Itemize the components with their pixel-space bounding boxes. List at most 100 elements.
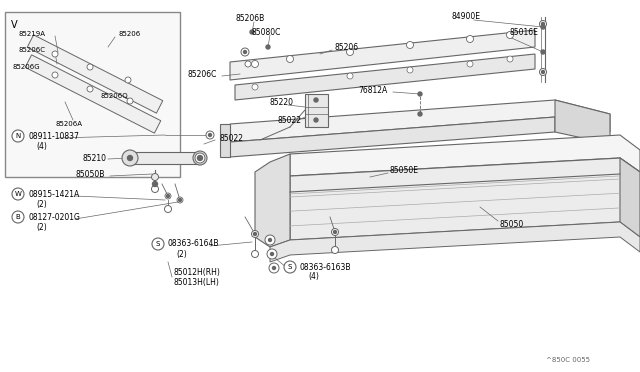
Circle shape xyxy=(540,20,547,28)
Polygon shape xyxy=(290,135,640,176)
Text: 85013H(LH): 85013H(LH) xyxy=(173,278,219,286)
Circle shape xyxy=(209,134,211,137)
Circle shape xyxy=(273,266,275,269)
Polygon shape xyxy=(290,158,640,240)
Text: 85206A: 85206A xyxy=(55,121,82,127)
Text: 08915-1421A: 08915-1421A xyxy=(28,189,79,199)
Text: (2): (2) xyxy=(176,250,187,259)
Circle shape xyxy=(333,231,337,234)
Circle shape xyxy=(332,247,339,253)
Circle shape xyxy=(253,232,257,235)
Circle shape xyxy=(12,188,24,200)
Circle shape xyxy=(87,86,93,92)
Polygon shape xyxy=(130,152,200,164)
Circle shape xyxy=(179,199,182,202)
Circle shape xyxy=(314,98,318,102)
Text: 85210: 85210 xyxy=(82,154,106,163)
Circle shape xyxy=(125,77,131,83)
Bar xyxy=(5,12,180,177)
Text: 85219A: 85219A xyxy=(18,31,45,37)
Circle shape xyxy=(418,92,422,96)
Circle shape xyxy=(12,130,24,142)
Circle shape xyxy=(314,118,318,122)
Text: 85050: 85050 xyxy=(500,219,524,228)
Circle shape xyxy=(252,231,259,237)
Circle shape xyxy=(243,51,246,54)
Circle shape xyxy=(406,42,413,48)
Circle shape xyxy=(152,186,159,192)
Circle shape xyxy=(52,72,58,78)
Polygon shape xyxy=(620,158,640,237)
Circle shape xyxy=(287,55,294,62)
Text: 85016E: 85016E xyxy=(510,28,539,36)
Text: N: N xyxy=(15,133,20,139)
Circle shape xyxy=(250,30,254,34)
Circle shape xyxy=(122,150,138,166)
Circle shape xyxy=(252,61,259,67)
Text: 08911-10837: 08911-10837 xyxy=(28,131,79,141)
Text: 76812A: 76812A xyxy=(358,86,387,94)
Circle shape xyxy=(332,228,339,235)
Circle shape xyxy=(269,238,271,241)
Polygon shape xyxy=(555,100,610,144)
Circle shape xyxy=(52,51,58,57)
Circle shape xyxy=(541,50,545,54)
Polygon shape xyxy=(220,124,230,157)
Circle shape xyxy=(347,73,353,79)
Polygon shape xyxy=(235,54,535,100)
Circle shape xyxy=(198,155,202,160)
Circle shape xyxy=(166,195,170,198)
Circle shape xyxy=(152,182,157,186)
Circle shape xyxy=(127,98,133,104)
Text: 08363-6163B: 08363-6163B xyxy=(300,263,351,272)
Text: 85080C: 85080C xyxy=(252,28,282,36)
Circle shape xyxy=(193,151,207,165)
Circle shape xyxy=(206,131,214,139)
Text: 85022: 85022 xyxy=(278,115,302,125)
Circle shape xyxy=(407,67,413,73)
Circle shape xyxy=(541,22,545,26)
Circle shape xyxy=(164,205,172,212)
Text: S: S xyxy=(288,264,292,270)
Circle shape xyxy=(540,68,547,76)
Circle shape xyxy=(506,32,513,38)
Text: 84900E: 84900E xyxy=(452,12,481,20)
Text: (4): (4) xyxy=(36,141,47,151)
Text: 08127-0201G: 08127-0201G xyxy=(28,212,80,221)
Circle shape xyxy=(266,45,270,49)
Circle shape xyxy=(269,263,279,273)
Text: 85050E: 85050E xyxy=(390,166,419,174)
Circle shape xyxy=(267,249,277,259)
Circle shape xyxy=(284,261,296,273)
Polygon shape xyxy=(28,35,163,113)
Circle shape xyxy=(252,84,258,90)
Circle shape xyxy=(541,25,545,29)
Circle shape xyxy=(177,197,183,203)
Circle shape xyxy=(152,238,164,250)
Text: 85022: 85022 xyxy=(220,134,244,142)
Circle shape xyxy=(265,235,275,245)
Text: (2): (2) xyxy=(36,222,47,231)
Text: 85206C: 85206C xyxy=(188,70,218,78)
Text: (2): (2) xyxy=(36,199,47,208)
Text: 85206B: 85206B xyxy=(235,13,264,22)
Text: B: B xyxy=(15,214,20,220)
Text: 08363-6164B: 08363-6164B xyxy=(168,240,220,248)
Text: 85206: 85206 xyxy=(335,42,359,51)
Circle shape xyxy=(541,71,545,74)
Circle shape xyxy=(12,211,24,223)
Text: 85050B: 85050B xyxy=(75,170,104,179)
Circle shape xyxy=(152,173,159,180)
Text: 85220: 85220 xyxy=(270,97,294,106)
Text: S: S xyxy=(156,241,160,247)
Text: (4): (4) xyxy=(308,273,319,282)
Polygon shape xyxy=(270,222,640,262)
Text: ^850C 0055: ^850C 0055 xyxy=(546,357,590,363)
Circle shape xyxy=(271,253,273,256)
Polygon shape xyxy=(25,55,161,133)
Circle shape xyxy=(507,56,513,62)
Text: 85206Q: 85206Q xyxy=(100,93,127,99)
Text: V: V xyxy=(11,20,18,30)
Polygon shape xyxy=(255,154,290,247)
Circle shape xyxy=(467,61,473,67)
